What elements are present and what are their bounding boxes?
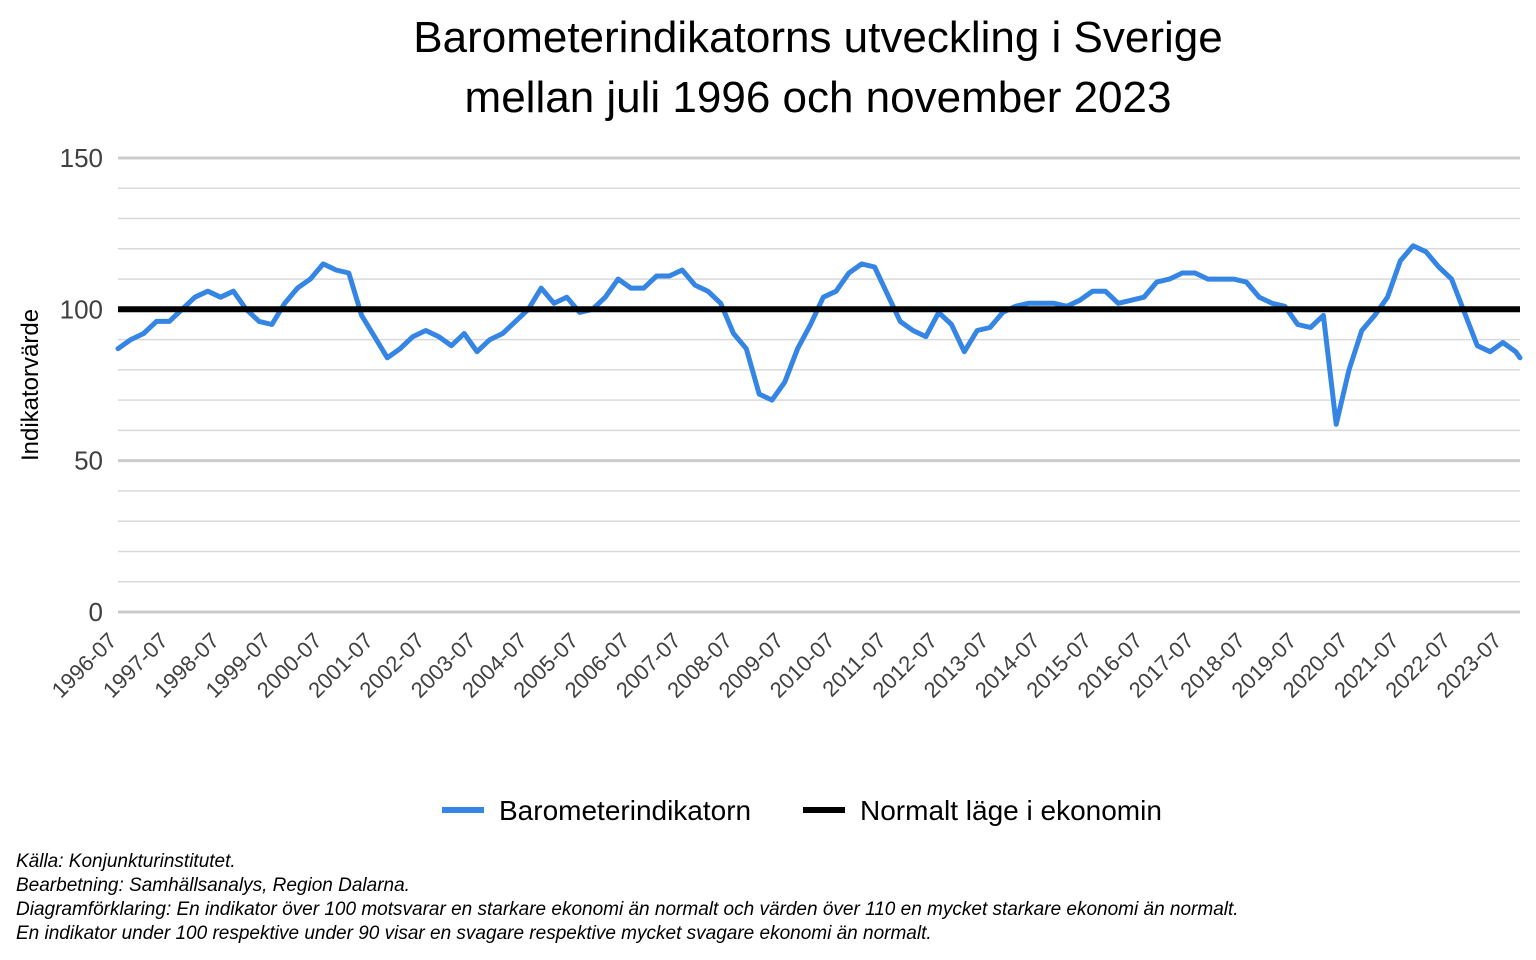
y-tick-label: 50 bbox=[74, 446, 103, 476]
y-tick-label: 0 bbox=[89, 597, 103, 627]
y-axis-label: Indikatorvärde bbox=[17, 309, 44, 461]
processing-note: Bearbetning: Samhällsanalys, Region Dala… bbox=[16, 875, 410, 896]
series-line-barometerindikatorn bbox=[115, 243, 1523, 427]
source-note: Källa: Konjunkturinstitutet. bbox=[16, 851, 236, 872]
explanation-note-1: Diagramförklaring: En indikator över 100… bbox=[16, 899, 1239, 920]
chart-title-line-1: Barometerindikatorns utveckling i Sverig… bbox=[413, 13, 1223, 62]
y-tick-label: 150 bbox=[60, 143, 103, 173]
y-tick-label: 100 bbox=[60, 294, 103, 324]
explanation-note-2: En indikator under 100 respektive under … bbox=[16, 923, 932, 944]
legend-label-normalt-lage: Normalt läge i ekonomin bbox=[860, 795, 1162, 826]
legend-label-barometerindikatorn: Barometerindikatorn bbox=[499, 795, 751, 826]
chart-title-line-2: mellan juli 1996 och november 2023 bbox=[465, 73, 1172, 122]
chart-footer: Källa: Konjunkturinstitutet. Bearbetning… bbox=[16, 850, 1239, 946]
